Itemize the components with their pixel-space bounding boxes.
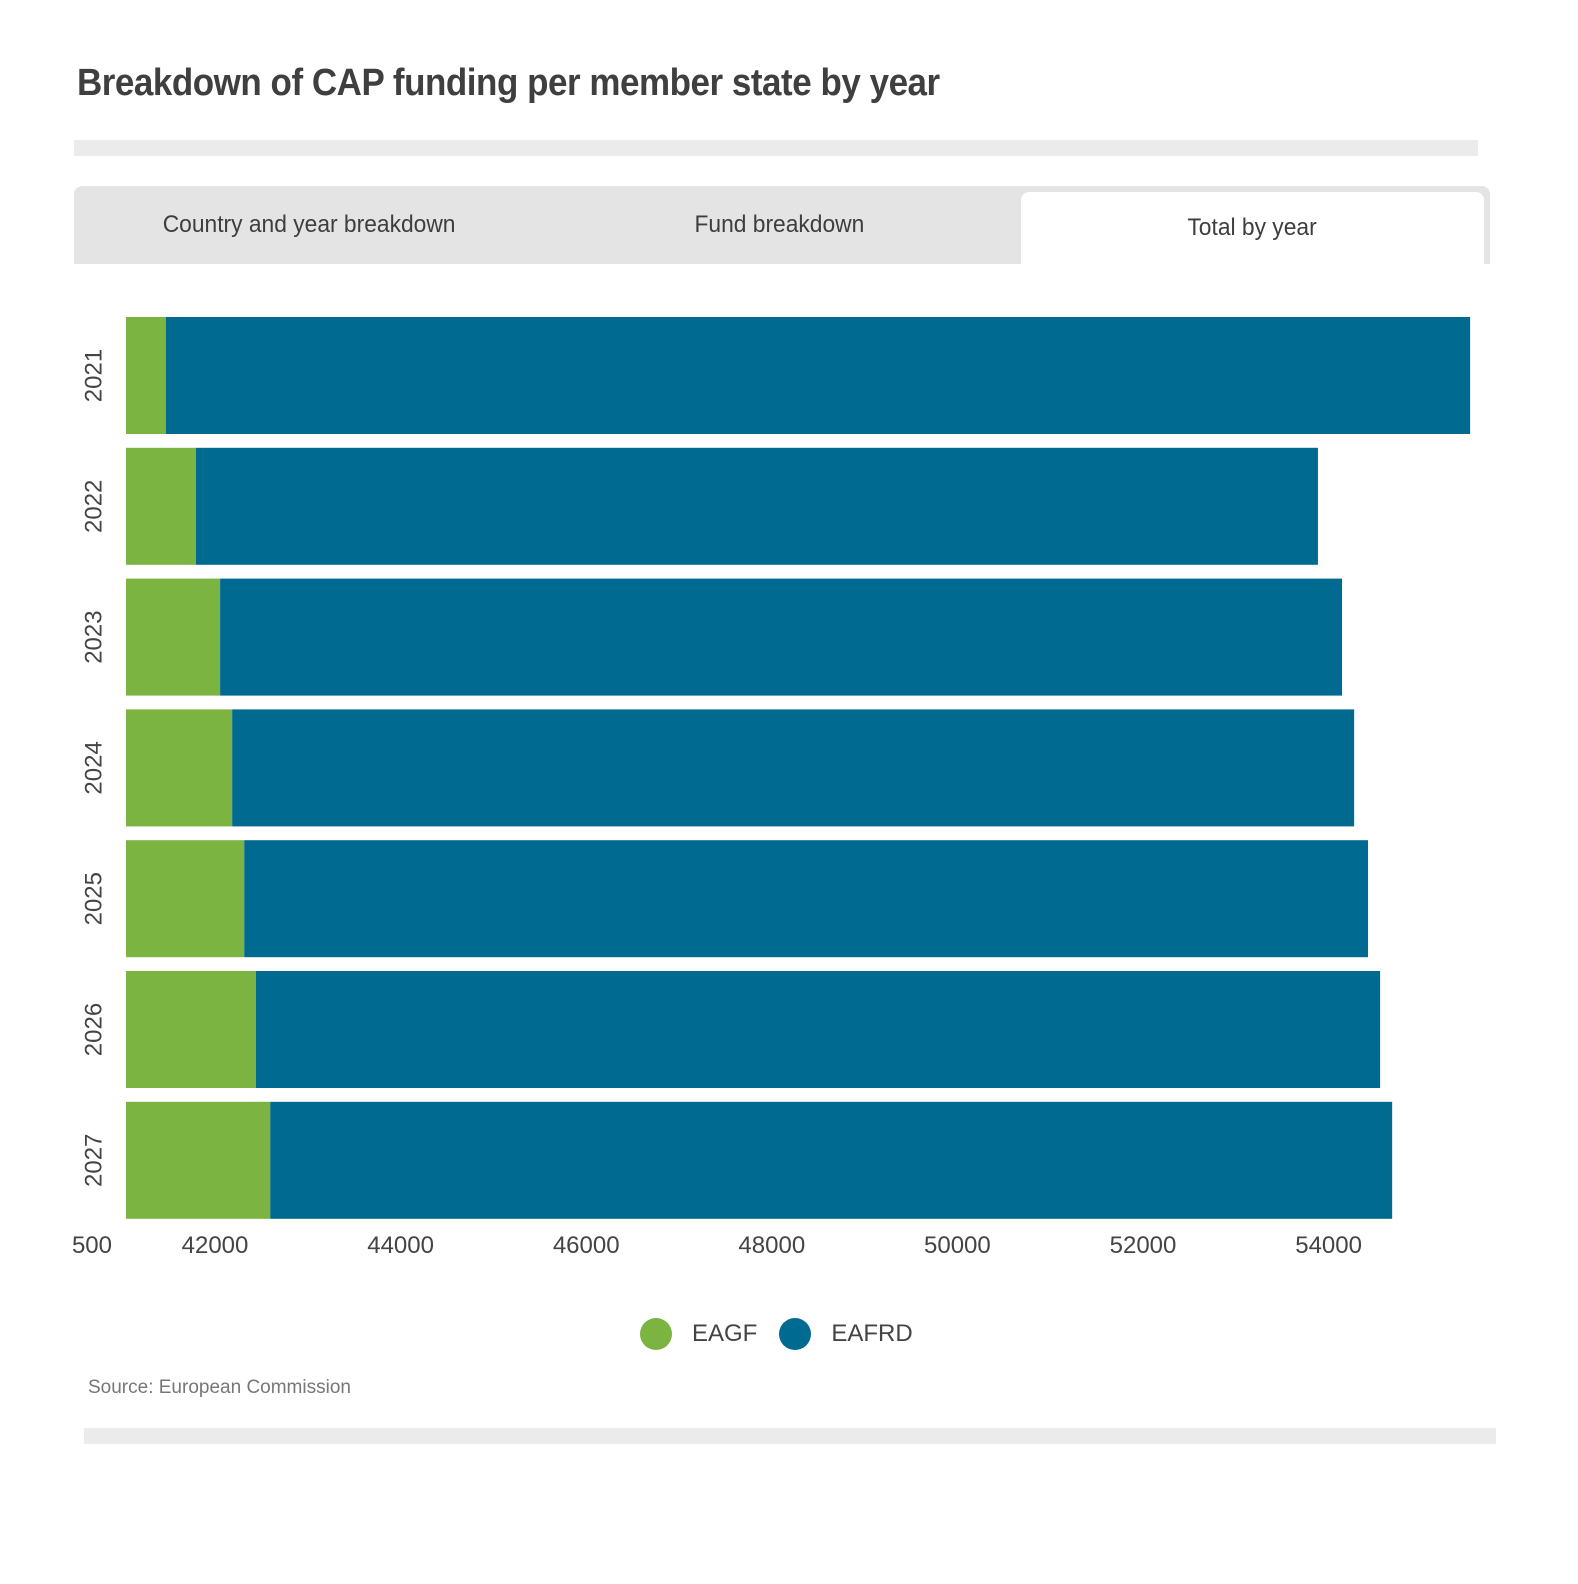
bar-eafrd-2021[interactable] — [165, 317, 1471, 434]
bar-eagf-2024[interactable] — [126, 709, 233, 827]
tab-bar: Country and year breakdown Fund breakdow… — [74, 186, 1490, 264]
x-tick-label-500: 500 — [72, 1232, 112, 1259]
category-label-2022: 2022 — [81, 480, 108, 533]
x-tick-label-54000: 54000 — [1295, 1232, 1362, 1259]
source-note: Source: European Commission — [88, 1377, 351, 1398]
bar-eafrd-2027[interactable] — [270, 1101, 1393, 1219]
stacked-bar-chart: 2021 2022 2023 2024 2025 2026 2027 500 42000 4400… — [72, 317, 1471, 1259]
x-tick-label-44000: 44000 — [367, 1232, 434, 1259]
bar-eagf-2022[interactable] — [126, 447, 196, 565]
top-divider — [74, 140, 1478, 156]
x-tick-label-42000: 42000 — [182, 1232, 249, 1259]
bar-eagf-2023[interactable] — [126, 578, 221, 696]
bar-eafrd-2026[interactable] — [255, 971, 1381, 1088]
legend-marker-eafrd — [779, 1318, 812, 1350]
x-tick-label-50000: 50000 — [924, 1232, 991, 1259]
legend: EAGF EAFRD — [640, 1318, 935, 1350]
bottom-divider — [84, 1428, 1496, 1444]
bar-eagf-2027[interactable] — [126, 1101, 271, 1219]
bar-eafrd-2024[interactable] — [232, 709, 1355, 827]
tab-country-and-year-breakdown[interactable]: Country and year breakdown — [74, 186, 544, 264]
tab-fund-breakdown[interactable]: Fund breakdown — [544, 186, 1014, 264]
category-label-2025: 2025 — [81, 872, 108, 925]
category-label-2026: 2026 — [81, 1003, 108, 1056]
page-title: Breakdown of CAP funding per member stat… — [77, 62, 940, 104]
legend-label-eafrd: EAFRD — [831, 1320, 913, 1347]
x-tick-label-52000: 52000 — [1110, 1232, 1177, 1259]
category-label-2027: 2027 — [81, 1134, 108, 1187]
bar-eafrd-2025[interactable] — [244, 840, 1369, 958]
bar-eafrd-2022[interactable] — [195, 447, 1318, 565]
tab-total-by-year[interactable]: Total by year — [1021, 192, 1484, 264]
category-label-2021: 2021 — [81, 349, 108, 402]
x-tick-label-46000: 46000 — [553, 1232, 620, 1259]
legend-item-eagf[interactable]: EAGF — [640, 1318, 757, 1350]
legend-item-eafrd[interactable]: EAFRD — [779, 1318, 913, 1350]
tab-label: Total by year — [1187, 214, 1318, 241]
category-label-2024: 2024 — [81, 741, 108, 794]
x-tick-label-48000: 48000 — [738, 1232, 805, 1259]
category-label-2023: 2023 — [81, 610, 108, 663]
tab-label: Fund breakdown — [694, 211, 864, 238]
bar-eagf-2021[interactable] — [126, 317, 166, 434]
legend-label-eagf: EAGF — [692, 1320, 758, 1347]
tab-label: Country and year breakdown — [162, 211, 456, 238]
legend-marker-eagf — [640, 1318, 672, 1350]
bar-eagf-2025[interactable] — [126, 840, 245, 958]
bar-eafrd-2023[interactable] — [220, 578, 1343, 696]
bar-eagf-2026[interactable] — [126, 971, 256, 1088]
